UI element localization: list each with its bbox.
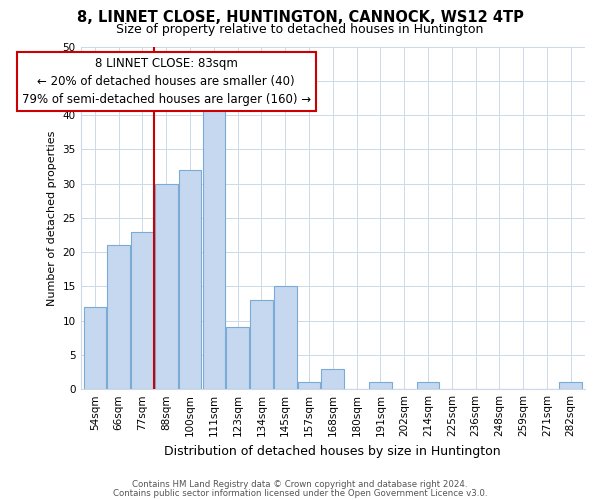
- Bar: [369, 382, 392, 389]
- Text: Size of property relative to detached houses in Huntington: Size of property relative to detached ho…: [116, 22, 484, 36]
- Text: Contains HM Land Registry data © Crown copyright and database right 2024.: Contains HM Land Registry data © Crown c…: [132, 480, 468, 489]
- Bar: [131, 232, 154, 389]
- Bar: [559, 382, 582, 389]
- Text: Contains public sector information licensed under the Open Government Licence v3: Contains public sector information licen…: [113, 488, 487, 498]
- Bar: [226, 328, 249, 389]
- Text: 8 LINNET CLOSE: 83sqm
← 20% of detached houses are smaller (40)
79% of semi-deta: 8 LINNET CLOSE: 83sqm ← 20% of detached …: [22, 57, 311, 106]
- Text: 8, LINNET CLOSE, HUNTINGTON, CANNOCK, WS12 4TP: 8, LINNET CLOSE, HUNTINGTON, CANNOCK, WS…: [77, 10, 523, 25]
- Bar: [250, 300, 273, 389]
- X-axis label: Distribution of detached houses by size in Huntington: Distribution of detached houses by size …: [164, 444, 501, 458]
- Y-axis label: Number of detached properties: Number of detached properties: [47, 130, 57, 306]
- Bar: [83, 307, 106, 389]
- Bar: [274, 286, 296, 389]
- Bar: [107, 246, 130, 389]
- Bar: [298, 382, 320, 389]
- Bar: [322, 368, 344, 389]
- Bar: [203, 108, 225, 389]
- Bar: [416, 382, 439, 389]
- Bar: [179, 170, 202, 389]
- Bar: [155, 184, 178, 389]
